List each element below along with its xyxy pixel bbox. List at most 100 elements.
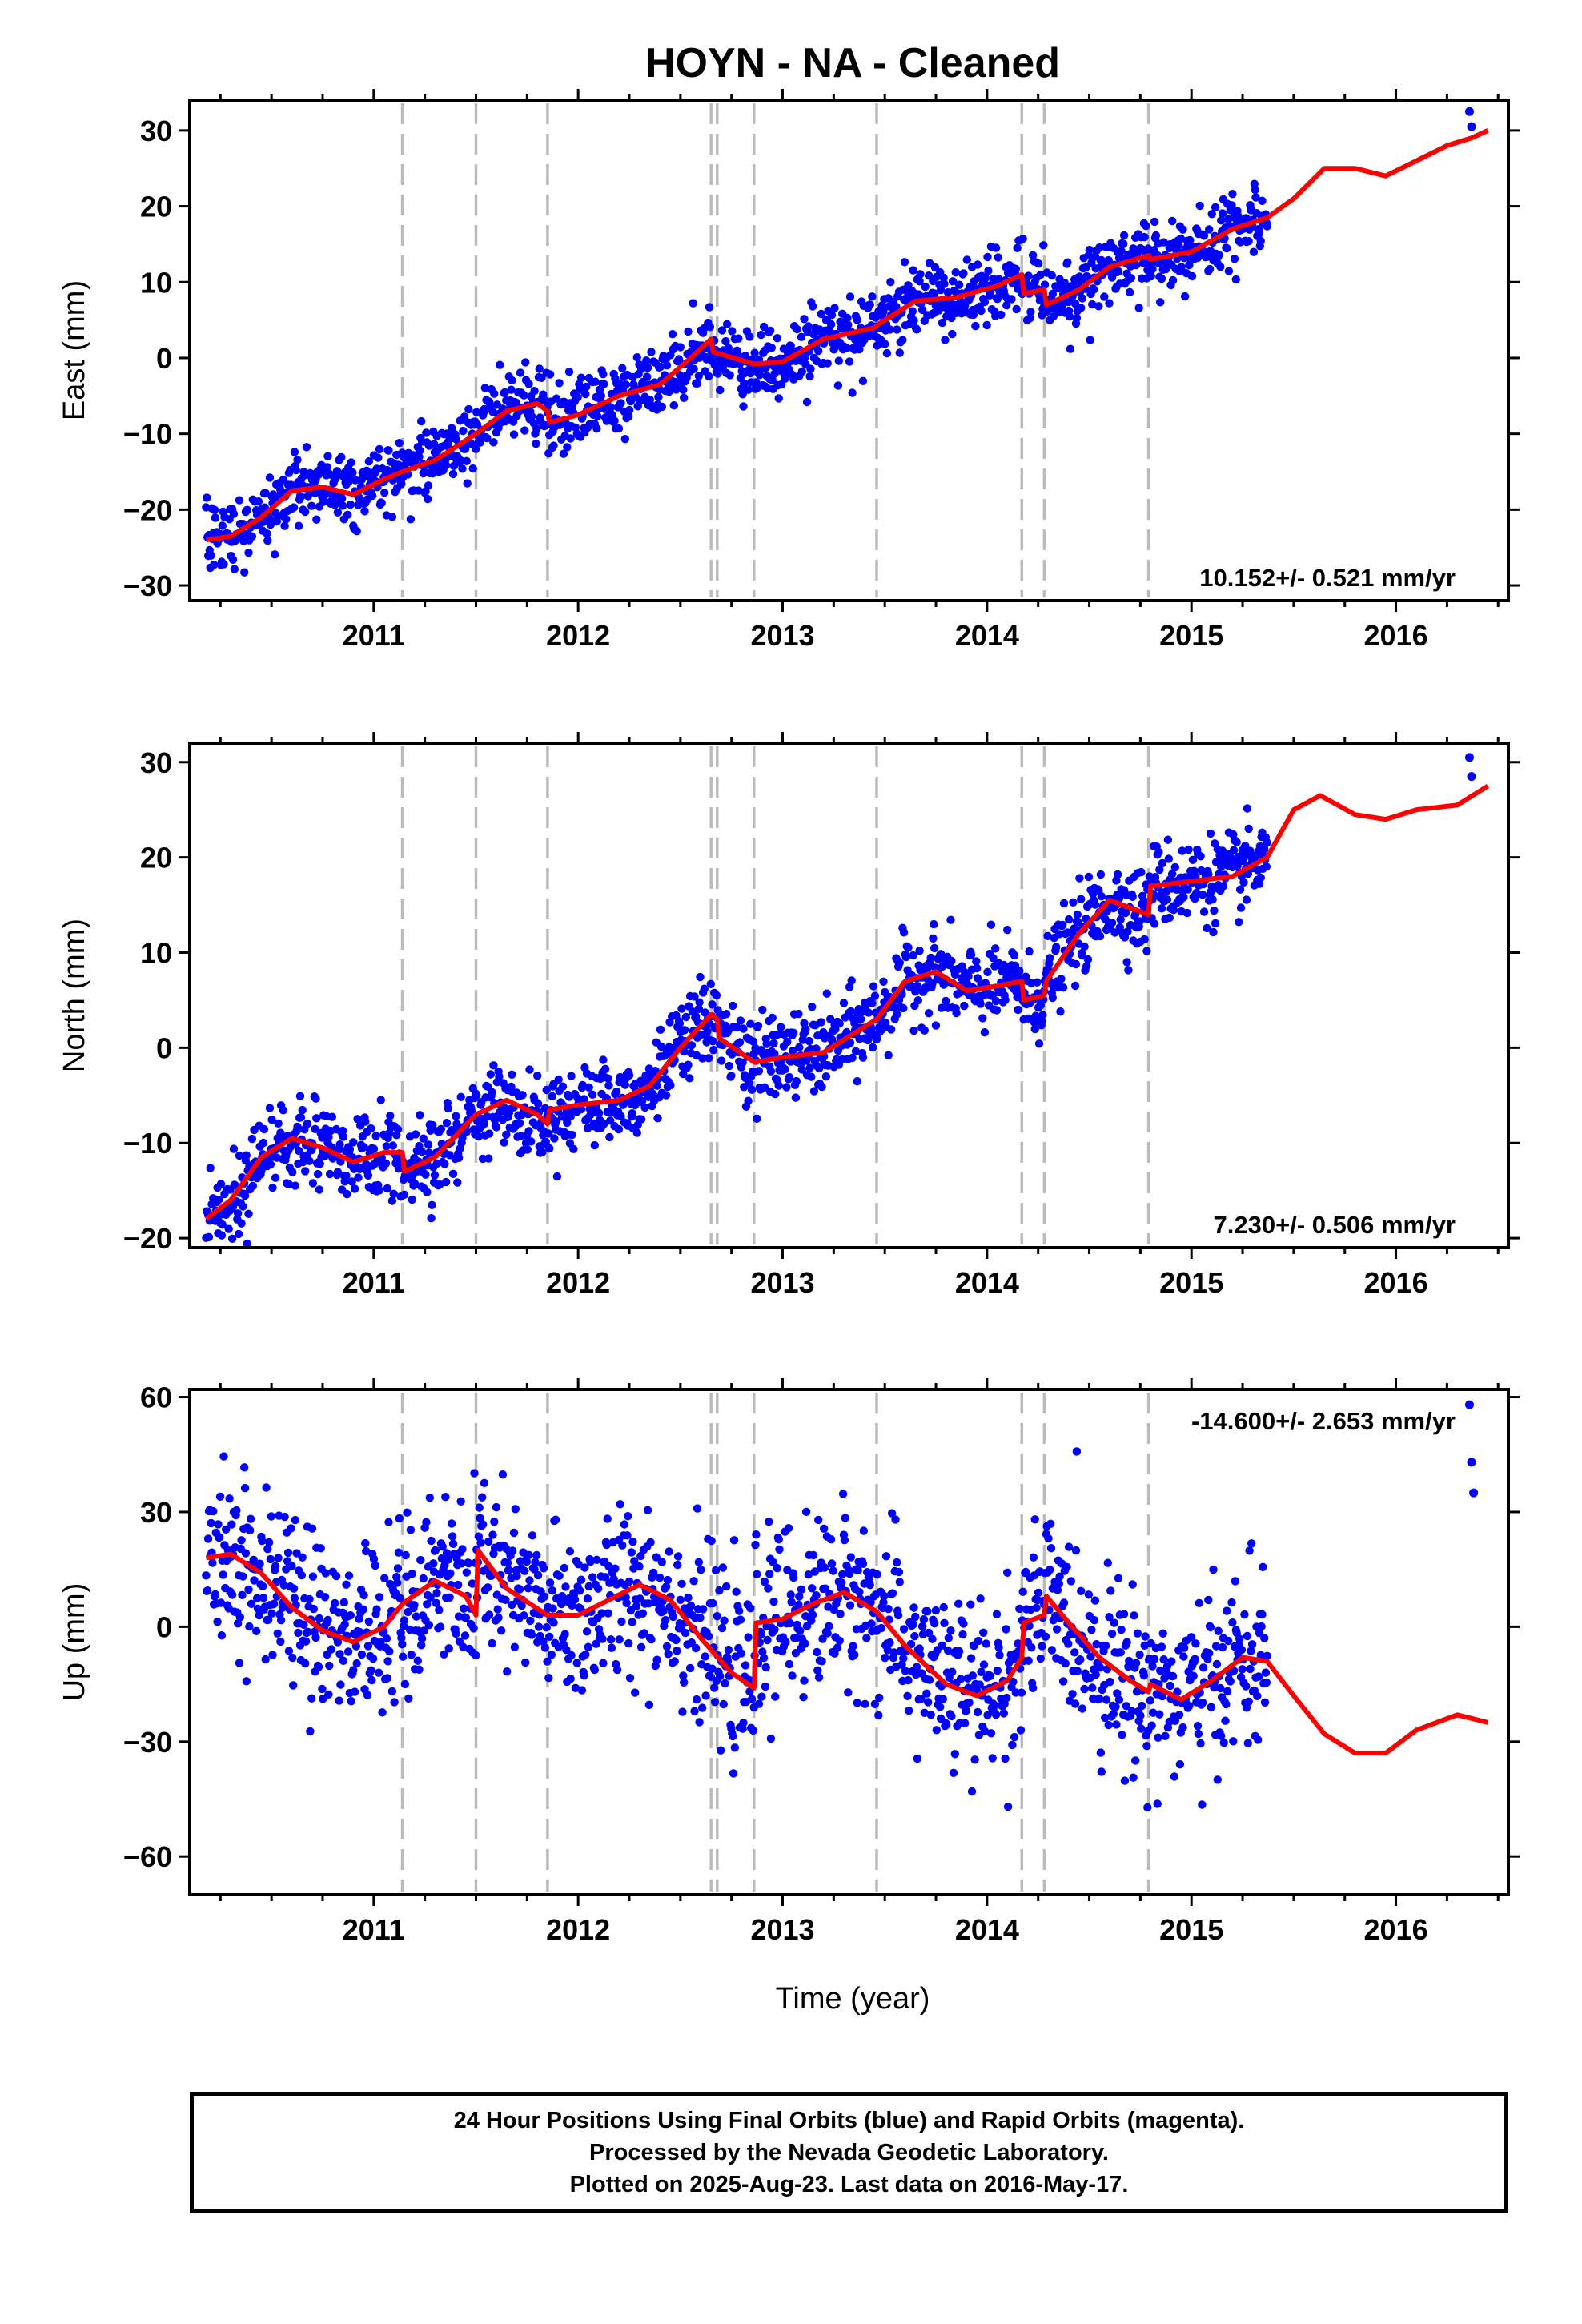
north-data-point — [704, 1054, 713, 1063]
east-data-point — [263, 529, 271, 538]
east-data-point — [908, 307, 917, 316]
east-data-point — [973, 260, 982, 269]
east-data-point — [654, 392, 663, 401]
up-data-point — [1219, 1739, 1229, 1747]
east-data-point — [1012, 304, 1021, 314]
east-data-point — [348, 468, 357, 477]
east-data-point — [1157, 274, 1166, 283]
east-data-point — [1178, 225, 1187, 234]
up-data-point — [765, 1570, 774, 1578]
north-data-point — [381, 1159, 391, 1168]
east-data-point — [773, 334, 782, 343]
up-data-point — [1131, 1659, 1141, 1667]
north-data-point — [548, 1092, 556, 1101]
east-data-point — [244, 548, 253, 557]
up-data-point — [739, 1719, 748, 1727]
up-data-point — [261, 1655, 270, 1664]
up-data-point — [480, 1478, 489, 1488]
up-data-point — [401, 1550, 410, 1560]
east-data-point — [705, 323, 715, 332]
north-data-point — [268, 1183, 277, 1192]
up-data-point — [476, 1514, 484, 1522]
east-data-point — [827, 311, 837, 320]
up-data-point — [967, 1787, 977, 1796]
north-data-point — [502, 1130, 511, 1140]
east-x-tick-label: 2014 — [955, 619, 1019, 652]
up-data-point — [1053, 1586, 1062, 1594]
up-data-point — [841, 1514, 850, 1522]
north-data-point — [620, 1080, 629, 1089]
up-data-point — [812, 1591, 821, 1600]
up-data-point — [288, 1653, 297, 1663]
east-data-point — [564, 368, 574, 376]
up-data-point — [492, 1502, 501, 1512]
up-data-point — [673, 1647, 681, 1655]
east-data-point — [679, 385, 688, 394]
east-data-point — [1134, 304, 1143, 312]
north-x-tick-label: 2012 — [546, 1266, 610, 1299]
up-data-point — [785, 1618, 794, 1628]
north-data-point — [809, 1087, 819, 1096]
east-data-point — [1089, 285, 1098, 294]
north-data-point — [424, 1140, 433, 1149]
up-data-point — [1258, 1610, 1267, 1619]
up-data-point — [380, 1574, 389, 1582]
north-data-point — [524, 1127, 533, 1136]
north-data-point — [1069, 898, 1078, 907]
up-data-point — [520, 1611, 528, 1620]
north-data-point — [789, 1047, 797, 1055]
up-data-point — [846, 1553, 856, 1562]
north-data-point — [1077, 895, 1086, 903]
up-data-point — [392, 1578, 402, 1587]
up-data-point — [576, 1586, 584, 1595]
up-data-point — [586, 1558, 595, 1566]
up-data-point — [1137, 1724, 1146, 1733]
up-data-point — [1214, 1626, 1223, 1635]
up-data-point — [858, 1559, 868, 1569]
east-data-point — [734, 334, 743, 343]
north-data-point — [696, 972, 705, 982]
north-data-point — [393, 1125, 403, 1134]
north-data-point — [237, 1219, 246, 1228]
up-data-point — [968, 1671, 978, 1680]
north-data-point — [1158, 858, 1167, 868]
east-data-point — [844, 320, 853, 329]
east-data-point — [563, 443, 572, 452]
east-data-point — [728, 327, 737, 336]
up-data-point — [958, 1630, 967, 1639]
east-data-point — [464, 404, 473, 414]
up-data-point — [781, 1638, 790, 1647]
north-data-point — [295, 1092, 305, 1101]
up-data-point — [1261, 1668, 1271, 1677]
up-data-point — [436, 1622, 445, 1631]
north-data-point — [624, 1071, 634, 1080]
up-data-point — [905, 1706, 913, 1715]
east-data-point — [1150, 217, 1159, 227]
up-data-point — [853, 1566, 862, 1575]
up-data-point — [374, 1668, 383, 1677]
up-data-point — [1078, 1704, 1087, 1713]
east-data-point — [302, 443, 311, 452]
up-data-point — [1041, 1632, 1050, 1641]
north-data-point — [259, 1124, 269, 1134]
up-data-point — [298, 1553, 307, 1562]
east-y-tick-label: −10 — [123, 418, 172, 451]
east-data-point — [211, 513, 220, 522]
east-data-point — [606, 403, 616, 412]
east-data-point — [463, 479, 472, 488]
up-data-point — [819, 1524, 829, 1534]
up-data-point — [604, 1609, 612, 1618]
up-data-point — [979, 1628, 988, 1638]
up-data-point — [760, 1577, 769, 1586]
up-data-point — [415, 1665, 424, 1674]
up-data-point — [1030, 1515, 1039, 1524]
north-data-point — [869, 982, 878, 991]
up-data-point — [331, 1598, 339, 1608]
north-data-point — [899, 928, 909, 937]
up-data-point — [237, 1536, 246, 1545]
up-data-point — [359, 1590, 368, 1600]
up-data-point — [1122, 1638, 1131, 1647]
up-data-point — [270, 1599, 279, 1608]
up-data-point — [939, 1602, 948, 1612]
north-data-point — [681, 1012, 690, 1022]
